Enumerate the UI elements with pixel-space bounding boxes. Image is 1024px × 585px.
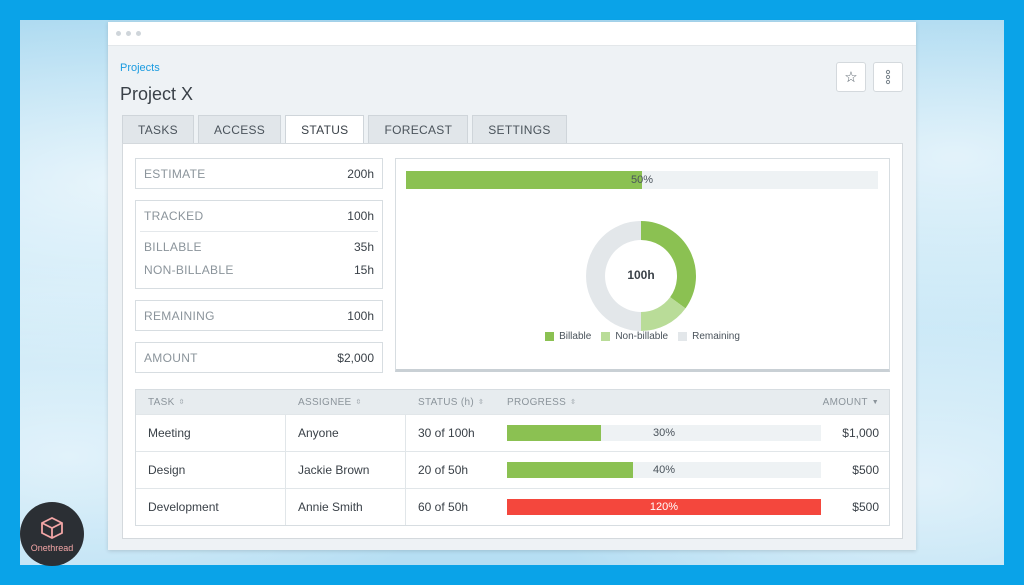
tab-access[interactable]: ACCESS bbox=[197, 115, 282, 143]
header-label: AMOUNT bbox=[822, 396, 868, 408]
overall-progress-label: 50% bbox=[630, 174, 654, 186]
task-amount: $500 bbox=[852, 500, 879, 514]
legend-swatch bbox=[545, 332, 555, 341]
task-progress-bar: 30% bbox=[507, 425, 821, 441]
tasks-table: TASK ⇳ ASSIGNEE ⇳ STATUS (h) ⇳ PROGRESS ⇳ AM… bbox=[135, 389, 890, 526]
tracked-card: TRACKED 100h BILLABLE 35h NON-BILLABLE 1… bbox=[135, 200, 383, 289]
billable-value: 35h bbox=[353, 240, 374, 254]
legend-item-remaining: Remaining bbox=[678, 331, 740, 342]
brand-logo: Onethread bbox=[20, 502, 84, 566]
favorite-button[interactable]: ☆ bbox=[836, 62, 866, 92]
table-row[interactable]: Design Jackie Brown 20 of 50h 40% $500 bbox=[136, 451, 889, 488]
tab-bar: TASKS ACCESS STATUS FORECAST SETTINGS bbox=[122, 115, 567, 144]
donut-segment-remaining bbox=[586, 221, 641, 331]
more-options-button[interactable] bbox=[873, 62, 903, 92]
sort-icon: ⇳ bbox=[355, 399, 362, 406]
sort-icon: ⇳ bbox=[178, 399, 185, 406]
tab-forecast[interactable]: FORECAST bbox=[368, 115, 469, 143]
header-label: TASK bbox=[148, 396, 175, 408]
legend-item-billable: Billable bbox=[545, 331, 591, 342]
remaining-card: REMAINING 100h bbox=[135, 300, 383, 331]
tab-tasks[interactable]: TASKS bbox=[122, 115, 194, 143]
task-progress-label: 30% bbox=[652, 427, 676, 439]
task-progress-bar: 40% bbox=[507, 462, 821, 478]
task-progress-fill bbox=[507, 499, 821, 515]
remaining-label: REMAINING bbox=[144, 308, 215, 323]
legend-label: Remaining bbox=[692, 331, 740, 342]
tab-status[interactable]: STATUS bbox=[285, 115, 365, 144]
legend-item-non-billable: Non-billable bbox=[601, 331, 668, 342]
onethread-logo-icon bbox=[41, 516, 63, 540]
header-status[interactable]: STATUS (h) ⇳ bbox=[406, 390, 499, 414]
table-row[interactable]: Development Annie Smith 60 of 50h 120% $… bbox=[136, 488, 889, 525]
amount-label: AMOUNT bbox=[144, 350, 198, 365]
page-title: Project X bbox=[120, 84, 194, 104]
donut-segment-billable bbox=[641, 221, 696, 309]
window-dot bbox=[136, 31, 141, 36]
non-billable-label: NON-BILLABLE bbox=[144, 263, 234, 277]
table-row[interactable]: Meeting Anyone 30 of 100h 30% $1,000 bbox=[136, 414, 889, 451]
chart-legend: Billable Non-billable Remaining bbox=[396, 331, 889, 342]
header-label: STATUS (h) bbox=[418, 396, 474, 408]
header-progress[interactable]: PROGRESS ⇳ bbox=[499, 390, 821, 414]
star-icon: ☆ bbox=[844, 69, 858, 86]
task-name: Design bbox=[136, 452, 286, 488]
task-status: 30 of 100h bbox=[418, 426, 475, 440]
time-chart: 50% 100h Billable Non-billable Remaining bbox=[395, 158, 890, 372]
donut-segment-non-billable bbox=[641, 297, 686, 331]
header-label: PROGRESS bbox=[507, 396, 567, 408]
estimate-card: ESTIMATE 200h bbox=[135, 158, 383, 189]
legend-label: Non-billable bbox=[615, 331, 669, 342]
estimate-value: 200h bbox=[347, 166, 374, 181]
legend-label: Billable bbox=[559, 331, 592, 342]
task-assignee: Jackie Brown bbox=[286, 452, 406, 488]
header-task[interactable]: TASK ⇳ bbox=[136, 390, 286, 414]
task-name: Development bbox=[136, 489, 286, 525]
window-dot bbox=[126, 31, 131, 36]
task-progress-fill bbox=[507, 462, 633, 478]
table-header: TASK ⇳ ASSIGNEE ⇳ STATUS (h) ⇳ PROGRESS ⇳ AM… bbox=[136, 390, 889, 414]
estimate-label: ESTIMATE bbox=[144, 166, 206, 181]
app-window: Projects Project X ☆ TASKS ACCESS STATUS… bbox=[108, 22, 916, 550]
tracked-value: 100h bbox=[347, 209, 374, 223]
tab-settings[interactable]: SETTINGS bbox=[472, 115, 567, 143]
tracked-label: TRACKED bbox=[144, 209, 204, 223]
header-assignee[interactable]: ASSIGNEE ⇳ bbox=[286, 390, 406, 414]
header-label: ASSIGNEE bbox=[298, 396, 352, 408]
remaining-value: 100h bbox=[347, 308, 374, 323]
task-assignee: Annie Smith bbox=[286, 489, 406, 525]
window-dot bbox=[116, 31, 121, 36]
donut-chart: 100h bbox=[586, 221, 696, 331]
donut-center-label: 100h bbox=[627, 268, 654, 282]
task-status: 20 of 50h bbox=[418, 463, 469, 477]
task-progress-bar: 120% bbox=[507, 499, 821, 515]
legend-swatch bbox=[678, 332, 688, 341]
task-progress-label: 40% bbox=[652, 464, 676, 476]
brand-name: Onethread bbox=[30, 543, 74, 553]
status-panel: ESTIMATE 200h TRACKED 100h BILLABLE 35h … bbox=[122, 143, 903, 539]
non-billable-value: 15h bbox=[353, 263, 374, 277]
legend-swatch bbox=[601, 332, 611, 341]
sort-icon: ⇳ bbox=[570, 399, 577, 406]
overall-progress-fill bbox=[406, 171, 642, 189]
task-progress-label: 120% bbox=[649, 501, 679, 513]
task-name: Meeting bbox=[136, 415, 286, 451]
overall-progress-bar: 50% bbox=[406, 171, 878, 189]
more-vertical-icon bbox=[885, 69, 891, 85]
header-amount[interactable]: AMOUNT ▼ bbox=[821, 390, 889, 414]
task-assignee: Anyone bbox=[286, 415, 406, 451]
amount-card: AMOUNT $2,000 bbox=[135, 342, 383, 373]
task-status: 60 of 50h bbox=[418, 500, 469, 514]
window-titlebar bbox=[108, 22, 916, 46]
task-amount: $500 bbox=[852, 463, 879, 477]
amount-value: $2,000 bbox=[337, 350, 374, 365]
sort-icon: ⇳ bbox=[477, 399, 485, 406]
sort-desc-icon: ▼ bbox=[871, 398, 879, 406]
breadcrumb[interactable]: Projects bbox=[120, 62, 160, 74]
task-progress-fill bbox=[507, 425, 602, 441]
billable-label: BILLABLE bbox=[144, 240, 202, 254]
task-amount: $1,000 bbox=[842, 426, 879, 440]
